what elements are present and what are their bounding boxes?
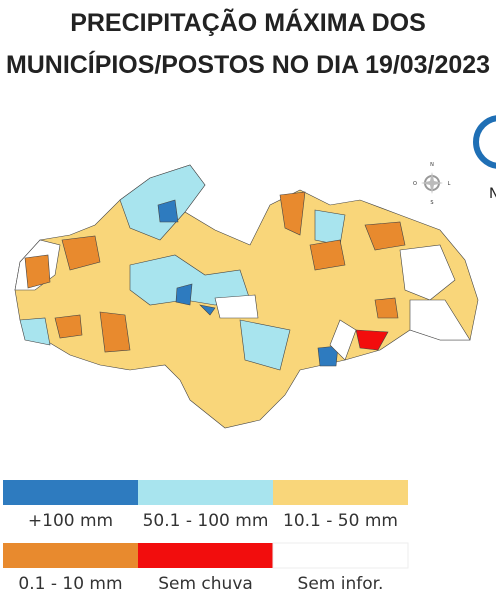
map — [14, 164, 479, 429]
compass-label: S — [430, 200, 433, 206]
compass-label: N — [430, 162, 434, 168]
title-line: PRECIPITAÇÃO MÁXIMA DOS — [70, 7, 426, 37]
logo: N — [473, 115, 496, 202]
svg-text:N: N — [489, 186, 496, 202]
legend-swatch — [3, 480, 138, 505]
legend-label: Sem infor. — [298, 574, 384, 594]
compass-label: L — [448, 181, 451, 187]
compass: N S L O — [413, 162, 451, 206]
legend-swatch — [138, 543, 273, 568]
legend-label: +100 mm — [28, 511, 113, 531]
legend-label: 50.1 - 100 mm — [143, 511, 269, 531]
legend-label: 10.1 - 50 mm — [283, 511, 398, 531]
legend-swatch — [273, 480, 408, 505]
legend-swatch — [3, 543, 138, 568]
legend: +100 mm 50.1 - 100 mm 10.1 - 50 mm 0.1 - 10… — [3, 480, 409, 594]
legend-swatch — [138, 480, 273, 505]
title-line: MUNICÍPIOS/POSTOS NO DIA 19/03/2023 — [6, 50, 490, 79]
legend-label: Sem chuva — [158, 574, 253, 594]
compass-label: O — [413, 181, 417, 187]
legend-swatch — [272, 542, 409, 569]
legend-label: 0.1 - 10 mm — [18, 574, 122, 594]
